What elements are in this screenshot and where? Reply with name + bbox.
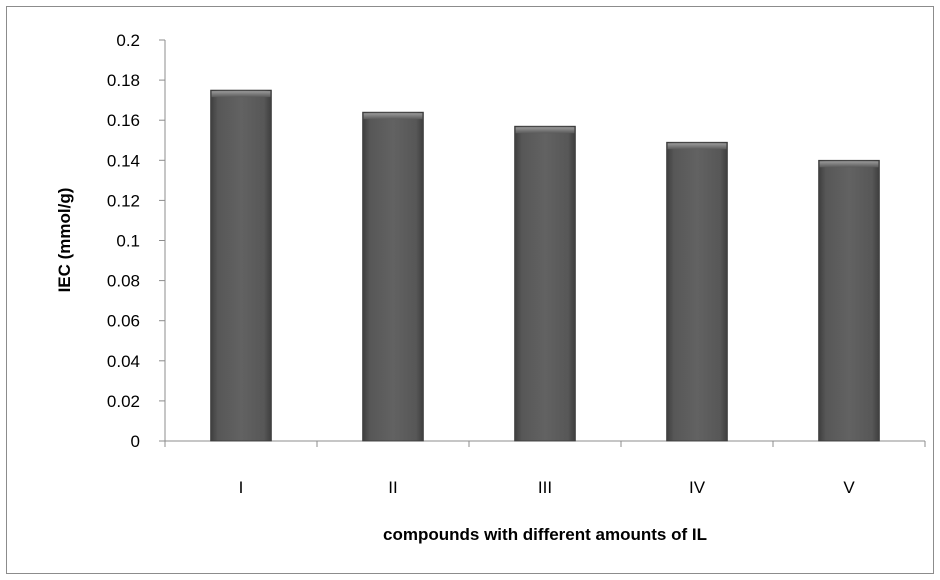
y-tick-label: 0.04 bbox=[107, 352, 140, 371]
y-tick-label: 0 bbox=[131, 432, 140, 451]
y-tick-label: 0.1 bbox=[116, 232, 140, 251]
bar bbox=[210, 89, 272, 442]
y-axis-title: IEC (mmol/g) bbox=[55, 188, 74, 293]
y-tick-label: 0.12 bbox=[107, 191, 140, 210]
y-tick-label: 0.16 bbox=[107, 111, 140, 130]
x-axis: I II III IV V bbox=[164, 440, 926, 497]
chart-frame bbox=[6, 6, 934, 574]
bar bbox=[514, 125, 576, 442]
x-tick-label: V bbox=[843, 478, 855, 497]
x-tick-label: IV bbox=[689, 478, 706, 497]
x-axis-title: compounds with different amounts of IL bbox=[383, 525, 707, 544]
x-tick-label: II bbox=[388, 478, 397, 497]
bar bbox=[362, 111, 424, 442]
y-tick-label: 0.14 bbox=[107, 151, 140, 170]
bar bbox=[666, 141, 728, 442]
x-tick-label: III bbox=[538, 478, 552, 497]
bar bbox=[818, 159, 880, 442]
y-tick-label: 0.06 bbox=[107, 312, 140, 331]
y-tick-label: 0.08 bbox=[107, 272, 140, 291]
y-tick-label: 0.02 bbox=[107, 392, 140, 411]
bars bbox=[210, 89, 880, 442]
x-tick-label: I bbox=[239, 478, 244, 497]
y-axis: 0 0.02 0.04 0.06 0.08 0.1 0.12 0.14 0.16 0.18 0.2 bbox=[107, 31, 166, 451]
y-tick-label: 0.18 bbox=[107, 71, 140, 90]
y-tick-label: 0.2 bbox=[116, 31, 140, 50]
